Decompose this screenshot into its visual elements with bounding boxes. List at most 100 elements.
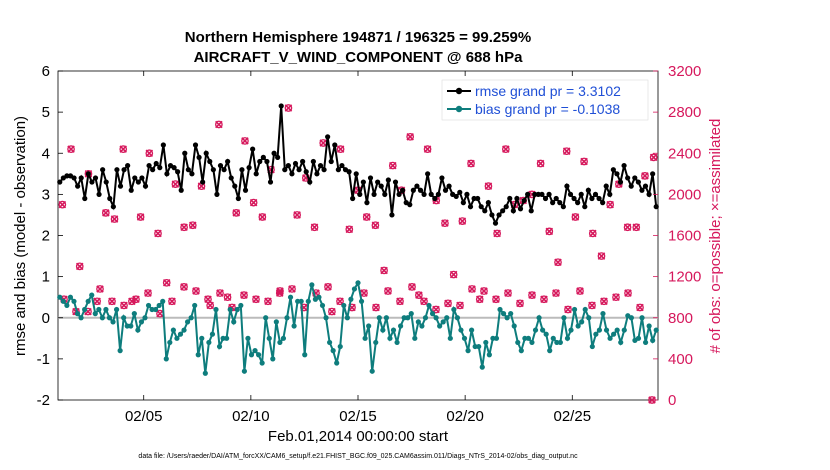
rmse-point [221,167,227,173]
series-group [57,103,659,376]
bias-point [593,331,599,337]
bias-point [167,339,173,346]
rmse-point [321,167,327,173]
obs-upper-possible-marker [215,120,223,129]
rmse-point [596,195,602,202]
rmse-point [507,195,513,202]
bias-point [231,319,237,325]
bias-point [582,306,588,313]
bias-point [174,335,180,341]
obs-lower-assimilated-marker [480,287,488,295]
rmse-point [360,179,366,185]
rmse-point [346,169,352,175]
rmse-point [282,167,288,173]
obs-upper-possible-marker [380,266,388,275]
rmse-point [185,167,191,173]
bias-point [575,323,581,329]
bias-point [330,348,336,354]
bias-point [117,348,123,354]
bias-point [589,343,595,350]
rmse-point [300,158,306,165]
obs-upper-assimilated-marker [328,307,336,316]
obs-upper-assimilated-marker [189,221,197,229]
rmse-point [264,158,270,165]
obs-lower-possible-marker [240,291,248,299]
obs-upper-assimilated-marker [215,120,223,129]
y-left-tick-label: 2 [42,228,50,245]
obs-lower-assimilated-marker [168,297,176,306]
obs-lower-assimilated-marker [504,289,512,297]
bias-point [85,298,91,304]
obs-lower-possible-marker [516,299,524,308]
bias-point [408,311,414,317]
bias-point [248,352,255,358]
data-file-footer: data file: /Users/raeder/DAI/ATM_forcXX/… [138,453,578,460]
bias-point [287,294,294,300]
obs-upper-assimilated-marker [371,221,380,229]
rmse-point [542,195,549,202]
legend-bias-marker [455,105,463,113]
bias-point [465,348,471,354]
bias-point [74,311,81,317]
rmse-point [235,195,241,202]
obs-lower-assimilated-marker [636,303,644,312]
obs-lower-possible-marker [396,297,404,306]
rmse-point [582,204,588,210]
obs-upper-possible-marker [101,209,110,217]
y-left-tick-label: 1 [42,269,50,286]
bias-point [607,335,613,341]
bias-point [284,315,290,321]
rmse-point [532,191,538,197]
obs-upper-assimilated-marker [649,153,658,162]
bias-point [476,343,482,350]
bias-point [440,319,446,325]
bias-point [131,311,137,317]
obs-lower-assimilated-marker [468,285,476,293]
bias-point [586,315,592,321]
obs-upper-possible-marker [406,132,415,141]
x-axis-label: Feb.01,2014 00:00:00 start [268,428,449,445]
rmse-point [325,134,331,140]
obs-upper-assimilated-marker [232,209,241,217]
obs-lower-assimilated-marker [96,285,104,293]
rmse-point [642,183,649,189]
rmse-point [239,167,245,173]
obs-upper-possible-marker [345,225,354,234]
rmse-point [550,200,556,206]
obs-upper-possible-marker [449,270,458,279]
bias-point [383,315,390,321]
y-left-tick-label: -2 [37,392,50,409]
bias-point [184,319,191,325]
obs-lower-possible-marker [288,285,296,293]
rmse-point [164,171,170,177]
rmse-point [371,191,377,197]
obs-lower-assimilated-marker [612,293,620,301]
bias-point [628,315,634,321]
bias-point [255,352,262,358]
bias-point [422,315,429,321]
obs-lower-possible-marker [264,297,272,306]
obs-upper-possible-marker [606,200,615,209]
obs-upper-assimilated-marker [180,223,188,232]
bias-point [153,306,159,313]
obs-upper-assimilated-marker [458,217,467,225]
y-left-tick-label: -1 [37,351,50,368]
legend-rmse-marker [455,87,463,95]
rmse-point [135,179,141,185]
obs-upper-possible-marker [336,145,345,153]
rmse-point [546,191,552,197]
obs-lower-assimilated-marker [456,301,464,310]
obs-lower-possible-marker [420,297,428,306]
obs-upper-assimilated-marker [93,297,101,306]
bias-point [128,323,134,329]
x-tick-label: 02/25 [554,408,592,425]
obs-lower-possible-marker [324,283,332,291]
obs-upper-assimilated-marker [249,198,258,207]
obs-upper-possible-marker [284,104,293,112]
bias-point [341,302,347,309]
obs-lower-assimilated-marker [384,287,392,295]
rmse-point [257,158,263,165]
rmse-point [435,191,441,197]
obs-lower-assimilated-marker [240,291,248,299]
rmse-point [603,183,609,189]
